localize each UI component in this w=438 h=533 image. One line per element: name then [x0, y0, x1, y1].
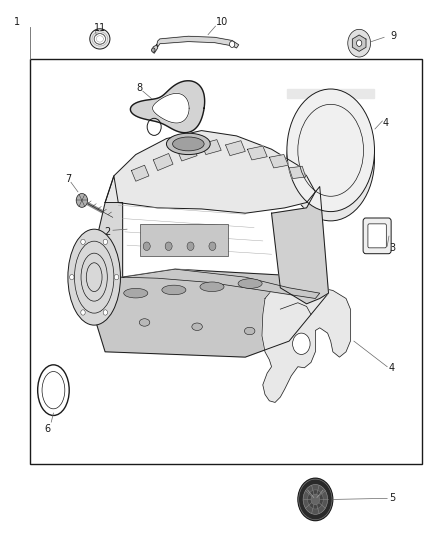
Polygon shape	[272, 187, 328, 304]
Text: 1: 1	[14, 18, 20, 27]
Polygon shape	[157, 36, 239, 48]
Circle shape	[103, 239, 107, 245]
Polygon shape	[177, 145, 197, 161]
Circle shape	[152, 48, 155, 52]
Ellipse shape	[200, 282, 224, 292]
Circle shape	[81, 239, 85, 245]
Polygon shape	[131, 165, 149, 181]
Text: 10: 10	[216, 18, 229, 27]
Text: 5: 5	[389, 494, 395, 503]
FancyBboxPatch shape	[368, 224, 386, 248]
Ellipse shape	[287, 98, 374, 221]
FancyBboxPatch shape	[363, 218, 391, 254]
Circle shape	[357, 40, 362, 46]
Polygon shape	[131, 81, 205, 133]
Polygon shape	[262, 287, 350, 402]
Circle shape	[311, 494, 320, 505]
Polygon shape	[247, 146, 267, 160]
Polygon shape	[105, 131, 315, 213]
Bar	[140, 224, 228, 256]
Circle shape	[303, 484, 328, 514]
Ellipse shape	[124, 288, 148, 298]
Circle shape	[293, 333, 310, 354]
Ellipse shape	[139, 319, 150, 326]
Polygon shape	[226, 141, 245, 156]
Polygon shape	[85, 176, 123, 288]
Polygon shape	[153, 154, 173, 171]
Circle shape	[298, 478, 333, 521]
Polygon shape	[123, 269, 320, 298]
Circle shape	[76, 193, 88, 207]
Circle shape	[114, 274, 119, 280]
Ellipse shape	[68, 229, 120, 325]
Ellipse shape	[166, 133, 210, 155]
Polygon shape	[287, 89, 374, 98]
Ellipse shape	[192, 323, 202, 330]
Circle shape	[103, 310, 107, 315]
Circle shape	[230, 41, 235, 47]
Ellipse shape	[162, 285, 186, 295]
Polygon shape	[152, 93, 189, 123]
Polygon shape	[289, 166, 306, 179]
Polygon shape	[269, 155, 288, 168]
Polygon shape	[152, 45, 158, 53]
Bar	[30, 59, 422, 464]
Ellipse shape	[94, 34, 106, 44]
Polygon shape	[85, 269, 328, 357]
Circle shape	[348, 29, 371, 57]
Circle shape	[81, 310, 85, 315]
Ellipse shape	[90, 29, 110, 49]
Text: 4: 4	[389, 363, 395, 373]
Circle shape	[307, 490, 323, 509]
Circle shape	[187, 242, 194, 251]
Text: 6: 6	[44, 424, 50, 434]
Text: 9: 9	[390, 31, 396, 41]
Circle shape	[143, 242, 150, 251]
Text: 3: 3	[389, 243, 395, 253]
Text: 4: 4	[382, 118, 389, 127]
Ellipse shape	[287, 89, 374, 212]
Polygon shape	[352, 35, 366, 51]
Ellipse shape	[173, 137, 204, 151]
Circle shape	[165, 242, 172, 251]
Text: 8: 8	[136, 83, 142, 93]
Ellipse shape	[238, 279, 262, 288]
Text: 2: 2	[104, 227, 110, 237]
Circle shape	[70, 274, 74, 280]
Text: 7: 7	[65, 174, 71, 183]
Circle shape	[209, 242, 216, 251]
Text: 11: 11	[94, 23, 106, 33]
Ellipse shape	[244, 327, 255, 335]
Polygon shape	[201, 140, 221, 155]
